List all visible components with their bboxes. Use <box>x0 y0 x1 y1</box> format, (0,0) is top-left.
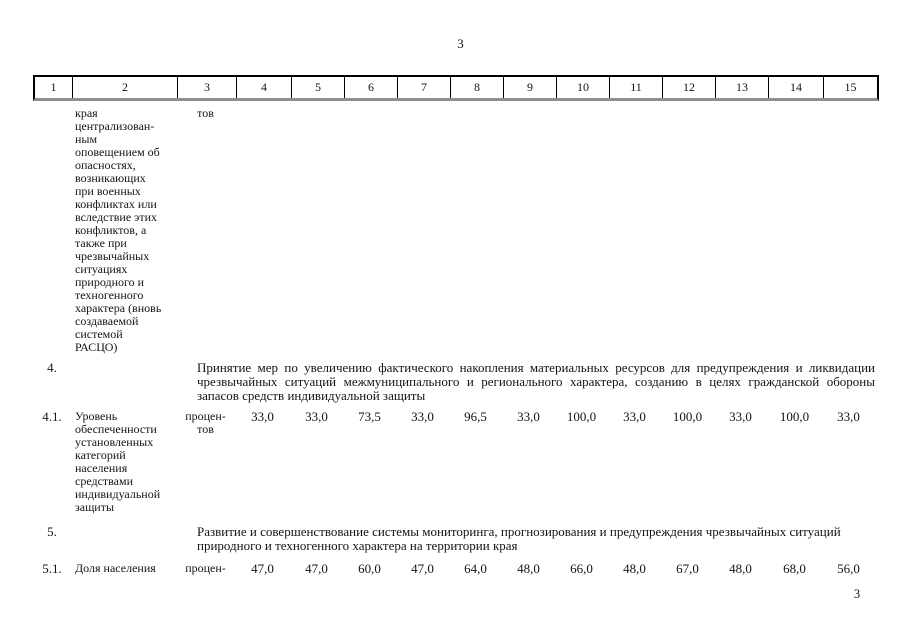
table-header-row: 1 2 3 4 5 6 7 8 9 10 11 12 13 14 15 <box>33 75 879 101</box>
value-cell: 66,0 <box>570 561 593 576</box>
row-number: 4. <box>47 360 57 375</box>
value-cell: 47,0 <box>305 561 328 576</box>
header-cell-8: 8 <box>451 77 504 98</box>
header-cell-3: 3 <box>178 77 237 98</box>
header-cell-15: 15 <box>844 80 857 94</box>
row-number: 5.1. <box>42 561 62 576</box>
value-cell: 33,0 <box>251 409 274 424</box>
unit-label: процен- тов <box>185 409 226 436</box>
value-cell: 48,0 <box>517 561 540 576</box>
unit-label: процен- <box>185 561 226 575</box>
header-cell-12: 12 <box>663 77 716 98</box>
header-cell-9: 9 <box>504 77 557 98</box>
header-cell-10: 10 <box>557 77 610 98</box>
page-number-top: 3 <box>457 36 464 51</box>
header-cell-6: 6 <box>345 77 398 98</box>
row-indicator-4-1: 4.1. Уровень обеспеченности установленны… <box>33 410 875 514</box>
value-cell: 68,0 <box>783 561 806 576</box>
header-cell-4: 4 <box>237 77 292 98</box>
value-cell: 67,0 <box>676 561 699 576</box>
indicator-name: Уровень обеспеченности установленных кат… <box>75 409 161 514</box>
value-cell: 73,5 <box>358 409 381 424</box>
value-cell: 48,0 <box>623 561 646 576</box>
section-measure-text: Принятие мер по увеличению фактического … <box>197 360 875 403</box>
header-cell-7: 7 <box>398 77 451 98</box>
header-cell-5: 5 <box>292 77 345 98</box>
value-cell: 48,0 <box>729 561 752 576</box>
header-cell-14: 14 <box>769 77 824 98</box>
value-cell: 33,0 <box>623 409 646 424</box>
page-number-bottom: 3 <box>853 587 861 601</box>
row-number: 5. <box>47 524 57 539</box>
value-cell: 33,0 <box>305 409 328 424</box>
unit-text-continued: тов <box>197 106 214 120</box>
value-cell: 60,0 <box>358 561 381 576</box>
value-cell: 33,0 <box>411 409 434 424</box>
value-cell: 100,0 <box>672 409 703 424</box>
value-cell: 47,0 <box>411 561 434 576</box>
row-indicator-5-1: 5.1. Доля населения процен- 47,0 47,0 60… <box>33 562 875 576</box>
header-cell-2: 2 <box>73 77 178 98</box>
value-cell: 33,0 <box>517 409 540 424</box>
row-section-4: 4. Принятие мер по увеличению фактическо… <box>33 361 875 403</box>
value-cell: 96,5 <box>464 409 487 424</box>
row-section-5: 5. Развитие и совершенствование системы … <box>33 525 875 553</box>
value-cell: 33,0 <box>837 409 860 424</box>
row-number: 4.1. <box>42 409 62 424</box>
indicator-text-continued: края централизован- ным оповещением об о… <box>75 106 162 354</box>
value-cell: 100,0 <box>566 409 597 424</box>
value-cell: 47,0 <box>251 561 274 576</box>
value-cell: 100,0 <box>779 409 810 424</box>
value-cell: 33,0 <box>729 409 752 424</box>
value-cell: 64,0 <box>464 561 487 576</box>
row-continuation: края централизован- ным оповещением об о… <box>33 107 875 354</box>
header-cell-1: 1 <box>35 77 73 98</box>
header-cell-11: 11 <box>610 77 663 98</box>
value-cell: 56,0 <box>837 561 860 576</box>
header-cell-13: 13 <box>716 77 769 98</box>
section-measure-text: Развитие и совершенствование системы мон… <box>197 524 841 553</box>
indicator-name: Доля населения <box>75 561 156 575</box>
